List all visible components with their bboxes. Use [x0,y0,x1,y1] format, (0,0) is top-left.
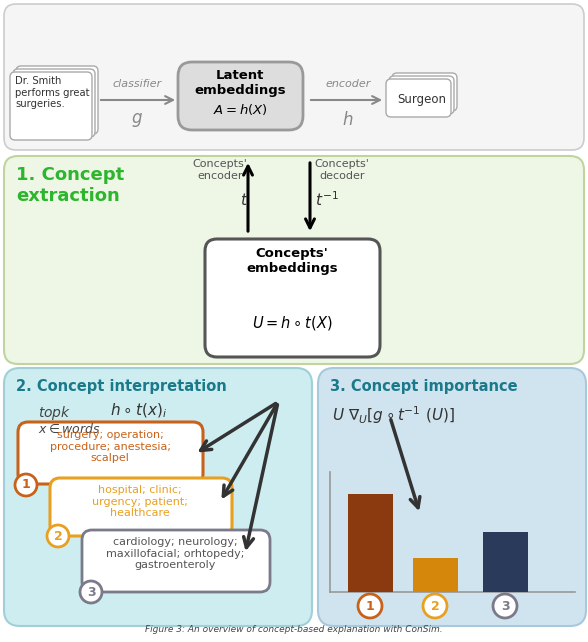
Text: Concepts'
encoder: Concepts' encoder [192,159,248,180]
Text: Concepts'
embeddings: Concepts' embeddings [246,247,338,275]
Circle shape [358,594,382,618]
Circle shape [423,594,447,618]
Text: $\mathbf{\mathit{h}} \circ \mathbf{\mathit{t}}(\mathbf{\mathit{x}})_i$: $\mathbf{\mathit{h}} \circ \mathbf{\math… [110,402,167,421]
FancyBboxPatch shape [50,478,232,536]
Circle shape [47,525,69,547]
Text: 3. Concept importance: 3. Concept importance [330,379,517,394]
Text: Figure 3: An overview of concept-based explanation with ConSim.: Figure 3: An overview of concept-based e… [145,625,443,634]
Text: 1. Concept
extraction: 1. Concept extraction [16,166,124,205]
FancyBboxPatch shape [392,73,457,111]
FancyBboxPatch shape [4,368,312,626]
Text: 1: 1 [22,478,31,492]
Text: 3: 3 [86,586,95,598]
FancyBboxPatch shape [4,156,584,364]
Text: 2: 2 [54,530,62,542]
Text: Latent
embeddings: Latent embeddings [194,69,286,97]
FancyBboxPatch shape [18,422,203,484]
FancyBboxPatch shape [82,530,270,592]
FancyBboxPatch shape [4,4,584,150]
Text: cardiology; neurology;
maxillofacial; orhtopedy;
gastroenteroly: cardiology; neurology; maxillofacial; or… [106,537,244,570]
FancyBboxPatch shape [16,66,98,134]
Text: 2: 2 [430,600,439,612]
Text: encoder: encoder [325,79,370,89]
Bar [413,557,458,592]
Text: $t$: $t$ [239,192,248,208]
Text: $\mathbf{\mathit{U}}\ \nabla_{\mathbf{\mathit{U}}}[\mathbf{\mathit{g}} \circ \ma: $\mathbf{\mathit{U}}\ \nabla_{\mathbf{\m… [332,404,455,426]
FancyBboxPatch shape [386,79,451,117]
FancyBboxPatch shape [13,69,95,137]
Circle shape [15,474,37,496]
Text: $\mathit{topk}$: $\mathit{topk}$ [38,404,71,422]
Text: 2. Concept interpretation: 2. Concept interpretation [16,379,227,394]
Text: 3: 3 [501,600,509,612]
FancyBboxPatch shape [318,368,586,626]
Bar [483,532,528,592]
Text: Concepts'
decoder: Concepts' decoder [315,159,369,180]
Text: $g$: $g$ [131,111,143,129]
FancyBboxPatch shape [205,239,380,357]
FancyBboxPatch shape [10,72,92,140]
Text: Dr. Smith
performs great
surgeries.: Dr. Smith performs great surgeries. [15,76,89,109]
Text: 1: 1 [366,600,375,612]
Text: $t^{-1}$: $t^{-1}$ [315,191,339,209]
Circle shape [80,581,102,603]
Text: classifier: classifier [112,79,162,89]
FancyBboxPatch shape [389,76,454,114]
Bar [348,494,393,592]
Text: Surgeon: Surgeon [397,92,446,105]
Text: $U = h \circ t(X)$: $U = h \circ t(X)$ [252,314,332,332]
Text: $h$: $h$ [342,111,354,129]
FancyBboxPatch shape [178,62,303,130]
Text: surgery; operation;
procedure; anestesia;
scalpel: surgery; operation; procedure; anestesia… [49,430,171,463]
Text: $\mathit{x{\in}words}$: $\mathit{x{\in}words}$ [38,422,101,436]
Text: hospital; clinic;
urgency; patient;
healthcare: hospital; clinic; urgency; patient; heal… [92,485,188,518]
Circle shape [493,594,517,618]
Text: $A = h(X)$: $A = h(X)$ [213,102,268,117]
